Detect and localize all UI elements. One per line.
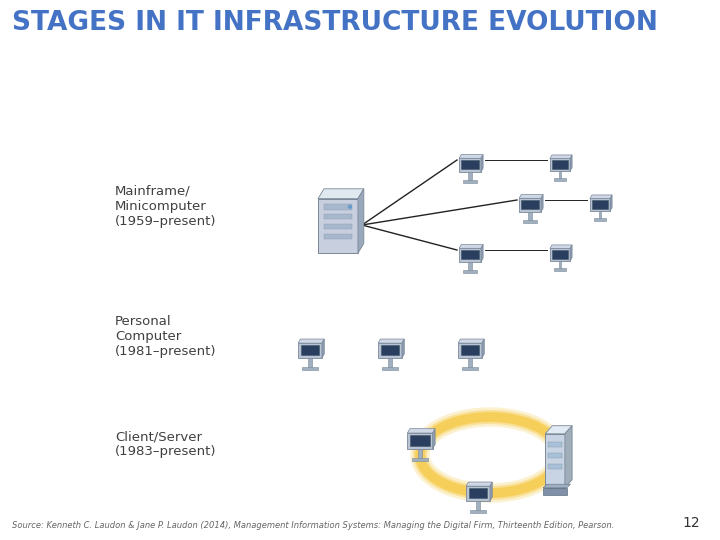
Polygon shape xyxy=(301,345,319,355)
Polygon shape xyxy=(459,158,481,172)
Bar xyxy=(324,214,352,219)
Polygon shape xyxy=(381,345,400,355)
Bar xyxy=(559,171,562,178)
Bar xyxy=(412,458,428,462)
Polygon shape xyxy=(592,200,608,209)
Bar xyxy=(388,358,392,367)
Bar xyxy=(462,367,477,370)
Bar xyxy=(468,358,472,367)
Polygon shape xyxy=(481,154,483,172)
Polygon shape xyxy=(541,194,543,212)
Polygon shape xyxy=(408,433,433,449)
Polygon shape xyxy=(550,158,570,171)
Polygon shape xyxy=(358,189,364,253)
Circle shape xyxy=(348,205,352,209)
Bar xyxy=(463,270,477,273)
Bar xyxy=(324,204,352,210)
Polygon shape xyxy=(318,189,364,199)
Polygon shape xyxy=(550,245,572,248)
Polygon shape xyxy=(466,486,490,501)
Polygon shape xyxy=(565,426,572,488)
Bar xyxy=(554,268,567,271)
Text: STAGES IN IT INFRASTRUCTURE EVOLUTION: STAGES IN IT INFRASTRUCTURE EVOLUTION xyxy=(12,10,658,36)
Bar xyxy=(324,234,352,239)
Polygon shape xyxy=(461,345,480,355)
Polygon shape xyxy=(543,488,567,495)
Polygon shape xyxy=(590,195,612,198)
Polygon shape xyxy=(545,434,565,488)
Polygon shape xyxy=(402,339,405,358)
Polygon shape xyxy=(552,249,568,259)
Bar xyxy=(463,180,477,183)
Bar xyxy=(477,501,480,510)
Polygon shape xyxy=(458,339,485,343)
Polygon shape xyxy=(590,198,610,211)
Polygon shape xyxy=(519,194,543,198)
Text: Client/Server
(1983–present): Client/Server (1983–present) xyxy=(115,430,217,458)
Polygon shape xyxy=(459,245,483,248)
Bar xyxy=(469,262,472,270)
Bar xyxy=(324,224,352,229)
Polygon shape xyxy=(322,339,324,358)
Polygon shape xyxy=(458,343,482,358)
Polygon shape xyxy=(459,154,483,158)
Polygon shape xyxy=(462,249,479,260)
Bar xyxy=(528,212,531,220)
Text: Mainframe/
Minicomputer
(1959–present): Mainframe/ Minicomputer (1959–present) xyxy=(115,185,217,228)
Bar xyxy=(554,178,567,181)
Polygon shape xyxy=(545,426,572,434)
Bar xyxy=(548,453,562,458)
Polygon shape xyxy=(552,160,568,169)
Polygon shape xyxy=(408,429,435,433)
Polygon shape xyxy=(469,488,487,498)
Bar xyxy=(523,220,537,223)
Polygon shape xyxy=(298,339,324,343)
Polygon shape xyxy=(433,429,435,449)
Polygon shape xyxy=(543,484,570,488)
Bar xyxy=(598,211,601,218)
Text: 12: 12 xyxy=(683,516,700,530)
Polygon shape xyxy=(610,195,612,211)
Polygon shape xyxy=(570,245,572,261)
Bar xyxy=(559,261,562,268)
Polygon shape xyxy=(550,155,572,158)
Polygon shape xyxy=(482,339,485,358)
Polygon shape xyxy=(298,343,322,358)
Bar xyxy=(593,218,606,221)
Polygon shape xyxy=(519,198,541,212)
Polygon shape xyxy=(550,248,570,261)
Polygon shape xyxy=(466,482,492,486)
Bar xyxy=(302,367,318,370)
Bar xyxy=(548,442,562,447)
Bar xyxy=(469,172,472,180)
Bar xyxy=(308,358,312,367)
Polygon shape xyxy=(459,248,481,262)
Polygon shape xyxy=(462,160,479,170)
Polygon shape xyxy=(378,339,405,343)
Bar xyxy=(470,510,486,513)
Polygon shape xyxy=(378,343,402,358)
Bar xyxy=(418,449,422,458)
Text: Source: Kenneth C. Laudon & Jane P. Laudon (2014), Management Information System: Source: Kenneth C. Laudon & Jane P. Laud… xyxy=(12,521,614,530)
Polygon shape xyxy=(490,482,492,501)
Bar xyxy=(548,463,562,469)
Polygon shape xyxy=(481,245,483,262)
Polygon shape xyxy=(570,155,572,171)
Polygon shape xyxy=(318,199,358,253)
Bar xyxy=(382,367,397,370)
Text: Personal
Computer
(1981–present): Personal Computer (1981–present) xyxy=(115,315,217,358)
Polygon shape xyxy=(410,435,430,446)
Polygon shape xyxy=(521,200,539,210)
